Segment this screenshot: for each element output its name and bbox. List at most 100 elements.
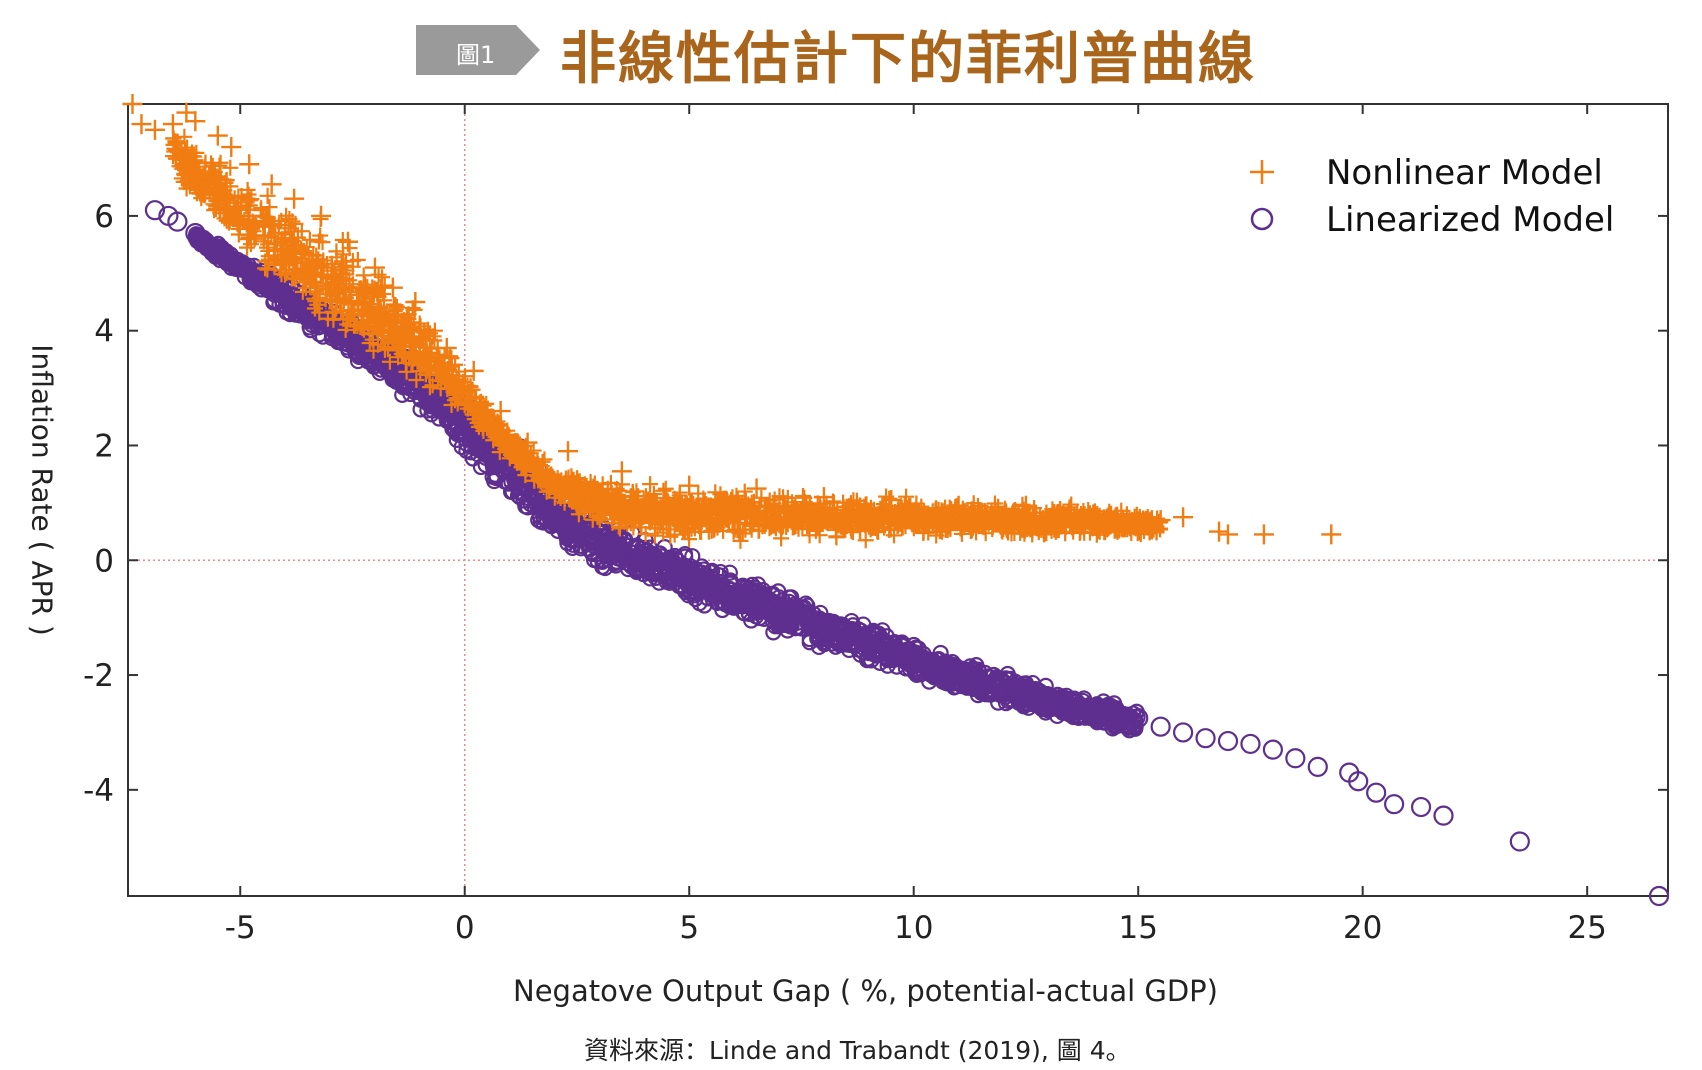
linearized-point <box>693 558 710 575</box>
nonlinear-point <box>563 474 580 491</box>
nonlinear-point <box>432 362 449 379</box>
linearized-point <box>801 634 818 651</box>
linearized-point <box>1509 831 1530 852</box>
linearized-point <box>1150 716 1171 737</box>
nonlinear-point <box>892 515 909 532</box>
linearized-point <box>207 240 228 261</box>
nonlinear-point <box>387 301 404 318</box>
nonlinear-point <box>314 234 331 251</box>
linearized-point <box>636 540 653 557</box>
nonlinear-point <box>1012 524 1029 541</box>
nonlinear-point <box>628 483 645 500</box>
nonlinear-point <box>229 201 246 218</box>
nonlinear-point <box>589 498 606 515</box>
nonlinear-point <box>811 496 828 513</box>
nonlinear-point <box>369 287 386 304</box>
nonlinear-point <box>166 143 183 160</box>
nonlinear-point <box>647 520 664 537</box>
nonlinear-point <box>402 319 419 336</box>
linearized-point <box>581 531 598 548</box>
nonlinear-point <box>467 389 484 406</box>
nonlinear-point <box>364 324 381 341</box>
linearized-point <box>535 514 552 531</box>
nonlinear-point <box>343 302 360 319</box>
linearized-point <box>1056 699 1073 716</box>
nonlinear-point <box>226 209 243 226</box>
nonlinear-point <box>819 514 836 531</box>
nonlinear-point <box>309 285 326 302</box>
linearized-point <box>1108 717 1126 735</box>
linearized-point <box>1195 728 1216 749</box>
nonlinear-point <box>346 303 363 320</box>
linearized-point <box>467 430 484 448</box>
nonlinear-point <box>337 321 354 338</box>
nonlinear-point <box>380 310 397 327</box>
linearized-point <box>972 673 990 690</box>
series-nonlinear <box>122 94 1342 549</box>
figure-title: 非線性估計下的菲利普曲線 <box>560 26 1256 92</box>
y-tick-label: 2 <box>94 428 114 464</box>
nonlinear-point <box>328 300 345 317</box>
nonlinear-point <box>412 356 429 373</box>
nonlinear-point <box>319 310 336 327</box>
x-tick-label: 20 <box>1343 910 1382 946</box>
figure-header: 圖1 非線性估計下的菲利普曲線 <box>0 0 1702 110</box>
linearized-point <box>840 631 857 649</box>
nonlinear-point <box>836 505 853 522</box>
nonlinear-point <box>490 427 507 444</box>
nonlinear-point <box>570 506 587 523</box>
nonlinear-point <box>301 262 318 279</box>
nonlinear-point <box>662 528 679 545</box>
nonlinear-point <box>413 332 430 349</box>
linearized-point <box>721 564 738 581</box>
nonlinear-point <box>940 514 957 531</box>
nonlinear-point <box>802 508 819 525</box>
nonlinear-point <box>658 521 675 538</box>
linearized-point <box>679 567 700 588</box>
linearized-point <box>650 564 667 581</box>
nonlinear-point <box>756 498 773 515</box>
linearized-point <box>606 555 623 572</box>
linearized-point <box>430 401 448 419</box>
linearized-point <box>438 412 456 430</box>
nonlinear-point <box>655 482 672 499</box>
nonlinear-point <box>386 303 403 320</box>
y-tick-label: 6 <box>94 199 114 235</box>
nonlinear-point <box>208 192 225 209</box>
linearized-point <box>1410 796 1432 818</box>
linearized-point <box>1348 771 1369 792</box>
linearized-point <box>667 555 684 572</box>
nonlinear-point <box>523 450 540 467</box>
nonlinear-point <box>344 306 361 323</box>
linearized-point <box>1127 713 1144 730</box>
series-linearized <box>144 200 1670 907</box>
linearized-point <box>768 607 790 628</box>
nonlinear-point <box>525 460 542 477</box>
linearized-point <box>893 637 910 654</box>
linearized-point <box>934 666 951 684</box>
nonlinear-point <box>233 187 250 204</box>
linearized-point <box>688 575 705 592</box>
x-tick-label: 5 <box>679 910 699 946</box>
nonlinear-point <box>842 520 859 537</box>
nonlinear-point <box>197 154 214 171</box>
linearized-point <box>392 375 410 392</box>
linearized-point <box>634 550 655 571</box>
nonlinear-point <box>898 488 915 505</box>
nonlinear-point <box>365 342 382 359</box>
nonlinear-point <box>857 532 874 549</box>
nonlinear-point <box>909 503 926 520</box>
linearized-point <box>464 450 481 467</box>
nonlinear-point <box>900 508 917 525</box>
nonlinear-point <box>671 484 688 501</box>
nonlinear-point <box>676 522 693 539</box>
linearized-point <box>858 636 879 657</box>
nonlinear-point <box>467 404 484 421</box>
linearized-point <box>878 628 895 645</box>
nonlinear-point <box>261 199 278 216</box>
x-tick-label: 0 <box>455 910 475 946</box>
nonlinear-point <box>800 501 817 518</box>
nonlinear-point <box>715 522 732 539</box>
linearized-point <box>724 590 745 611</box>
nonlinear-point <box>426 322 443 339</box>
